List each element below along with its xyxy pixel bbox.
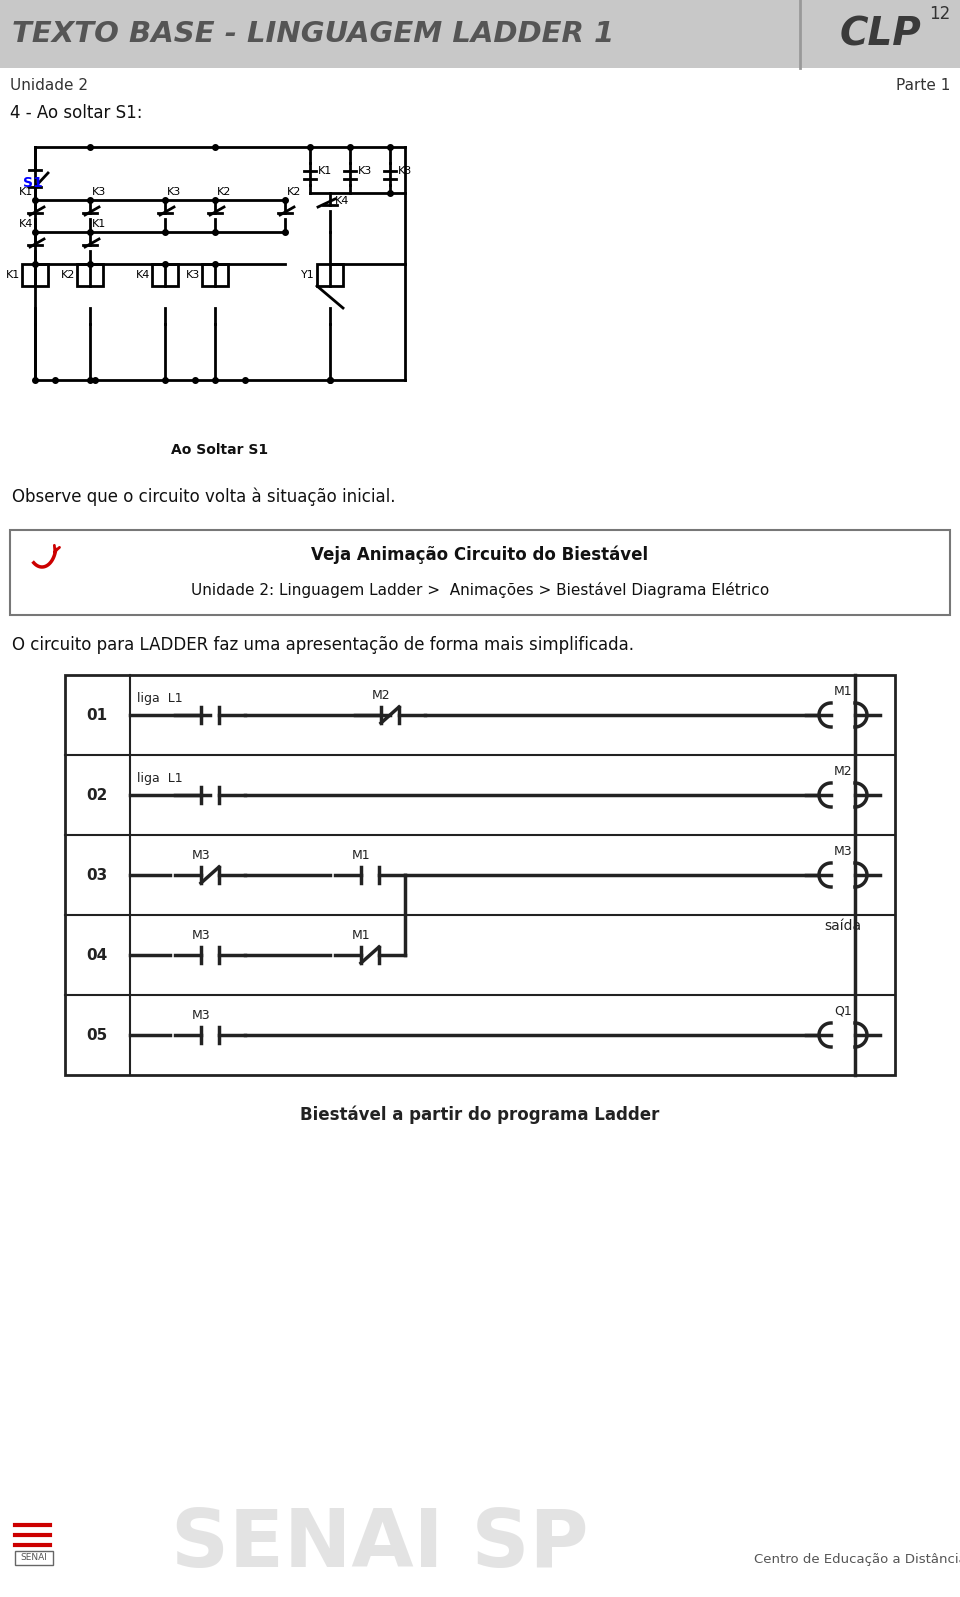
Text: K4: K4: [335, 196, 349, 206]
Text: O circuito para LADDER faz uma apresentação de forma mais simplificada.: O circuito para LADDER faz uma apresenta…: [12, 636, 634, 655]
Text: 02: 02: [86, 787, 108, 803]
Text: Centro de Educação a Distância: Centro de Educação a Distância: [754, 1554, 960, 1567]
Text: M3: M3: [191, 929, 210, 942]
Text: Observe que o circuito volta à situação inicial.: Observe que o circuito volta à situação …: [12, 487, 396, 506]
Bar: [15, 1551, 53, 1565]
Text: K1: K1: [318, 166, 332, 176]
Text: K2: K2: [287, 187, 301, 196]
Text: K1: K1: [92, 219, 107, 228]
Text: Unidade 2: Unidade 2: [10, 78, 88, 93]
Text: M2: M2: [372, 688, 390, 703]
Text: M1: M1: [833, 685, 852, 698]
Text: 04: 04: [86, 947, 108, 963]
Bar: [22, 264, 48, 286]
Text: M3: M3: [191, 850, 210, 862]
Text: SENAI: SENAI: [20, 1554, 47, 1562]
Text: K2: K2: [60, 270, 75, 279]
Text: K3: K3: [185, 270, 200, 279]
Text: 4 - Ao soltar S1:: 4 - Ao soltar S1:: [10, 104, 142, 121]
Text: SENAI SP: SENAI SP: [171, 1506, 588, 1584]
Text: K4: K4: [18, 219, 33, 228]
Text: K2: K2: [217, 187, 231, 196]
Text: Ao Soltar S1: Ao Soltar S1: [172, 442, 269, 457]
Bar: [0, 0, 960, 69]
Text: liga  L1: liga L1: [137, 692, 182, 704]
Text: K3: K3: [398, 166, 412, 176]
Text: liga  L1: liga L1: [137, 771, 182, 786]
Text: K1: K1: [6, 270, 20, 279]
Text: K3: K3: [358, 166, 372, 176]
Text: K1: K1: [19, 187, 33, 196]
Bar: [152, 264, 178, 286]
Text: 12: 12: [928, 5, 950, 22]
Text: 05: 05: [86, 1027, 108, 1043]
Bar: [77, 264, 103, 286]
Text: Parte 1: Parte 1: [896, 78, 950, 93]
Text: M1: M1: [351, 929, 370, 942]
Text: 01: 01: [86, 707, 108, 722]
Text: Unidade 2: Linguagem Ladder >  Animações > Biestável Diagrama Elétrico: Unidade 2: Linguagem Ladder > Animações …: [191, 581, 769, 597]
Text: Q1: Q1: [834, 1005, 852, 1017]
Bar: [10, 530, 950, 615]
Text: M1: M1: [351, 850, 370, 862]
Text: Biestável a partir do programa Ladder: Biestável a partir do programa Ladder: [300, 1105, 660, 1124]
Text: TEXTO BASE - LINGUAGEM LADDER 1: TEXTO BASE - LINGUAGEM LADDER 1: [12, 21, 614, 48]
Bar: [202, 264, 228, 286]
Bar: [65, 676, 895, 1075]
Text: K3: K3: [167, 187, 181, 196]
Text: Veja Animação Circuito do Biestável: Veja Animação Circuito do Biestável: [311, 546, 649, 564]
Text: K4: K4: [135, 270, 150, 279]
Text: M3: M3: [191, 1009, 210, 1022]
Text: 03: 03: [86, 867, 108, 883]
Text: Y1: Y1: [301, 270, 315, 279]
Text: CLP: CLP: [839, 14, 921, 53]
Text: saída: saída: [825, 918, 861, 933]
Text: S1: S1: [23, 176, 43, 190]
Bar: [317, 264, 343, 286]
Text: M3: M3: [833, 845, 852, 858]
Text: K3: K3: [92, 187, 107, 196]
Text: M2: M2: [833, 765, 852, 778]
